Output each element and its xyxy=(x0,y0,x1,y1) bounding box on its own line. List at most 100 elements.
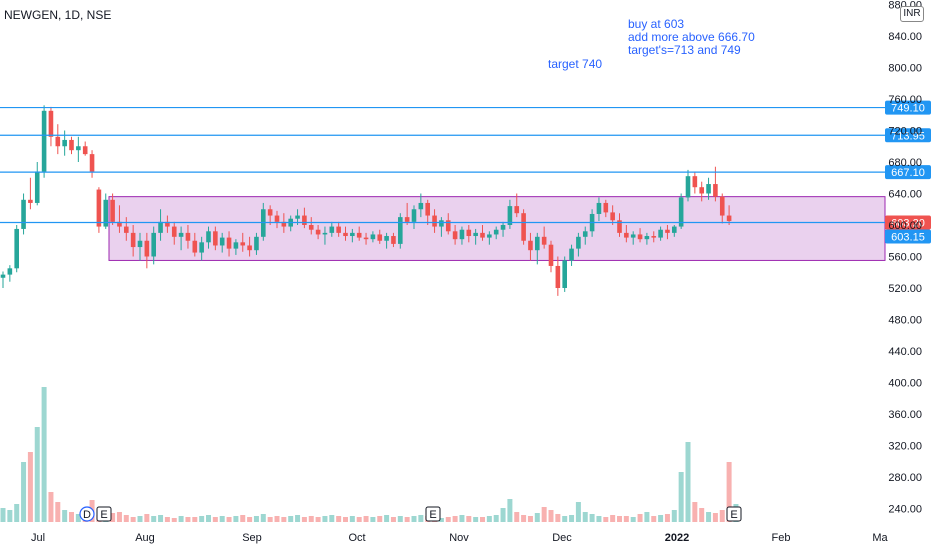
volume-bar xyxy=(48,492,54,522)
volume-bar xyxy=(452,516,458,522)
x-tick-label: Oct xyxy=(348,532,365,544)
candle-body xyxy=(308,225,314,230)
candle-body xyxy=(678,197,684,227)
volume-bar xyxy=(493,515,499,522)
volume-bar xyxy=(0,508,6,522)
event-marker[interactable]: E xyxy=(96,506,112,522)
volume-bar xyxy=(521,515,527,522)
candle-body xyxy=(624,232,629,238)
volume-bar xyxy=(281,517,287,522)
currency-badge[interactable]: INR xyxy=(900,6,924,22)
candle-body xyxy=(96,189,102,227)
x-tick-label: 2022 xyxy=(665,532,689,544)
candle-body xyxy=(685,176,691,198)
volume-bar xyxy=(356,517,362,522)
candle-body xyxy=(630,234,636,238)
volume-bar xyxy=(110,513,116,522)
candle-body xyxy=(302,215,307,225)
volume-bar xyxy=(514,512,520,522)
candle-body xyxy=(658,229,663,238)
note-add: add more above 666.70 xyxy=(628,30,755,44)
y-tick-label: 480.00 xyxy=(888,315,922,327)
candle-body xyxy=(89,154,95,172)
event-marker[interactable]: E xyxy=(425,506,441,522)
y-tick-label: 520.00 xyxy=(888,283,922,295)
earnings-marker xyxy=(425,506,441,522)
candle-body xyxy=(651,236,657,238)
volume-bar xyxy=(253,516,259,522)
consolidation-zone[interactable] xyxy=(108,196,886,261)
price-axis: 240.00 280.00 320.00 360.00 400.00 440.00 480.… xyxy=(888,0,922,516)
last-price-text: 603.20 xyxy=(891,217,925,229)
volume-bar xyxy=(658,515,664,522)
candle-body xyxy=(117,221,122,227)
candle-body xyxy=(363,237,369,240)
earnings-marker xyxy=(726,506,742,522)
level-tag-text: 667.10 xyxy=(891,167,925,179)
y-tick-label: 360.00 xyxy=(888,409,922,421)
volume-bar xyxy=(562,516,568,522)
volume-bar xyxy=(459,515,465,522)
volume-bar xyxy=(623,516,629,522)
volume-bar xyxy=(664,514,670,522)
dividend-marker xyxy=(79,506,95,522)
note-targets: target's=713 and 749 xyxy=(628,43,741,57)
volume-bar xyxy=(445,517,451,522)
note-target-740: target 740 xyxy=(548,57,603,71)
candle-body xyxy=(692,176,698,188)
volume-bar xyxy=(486,516,492,522)
candle-body xyxy=(603,202,609,213)
candle-body xyxy=(644,236,650,240)
candle-body xyxy=(418,202,424,210)
y-tick-label: 800.00 xyxy=(888,63,922,75)
volume-bar xyxy=(116,512,122,522)
volume-bar xyxy=(123,515,129,522)
y-tick-label: 840.00 xyxy=(888,31,922,43)
candle-body xyxy=(34,171,40,203)
volume-bar xyxy=(438,518,444,522)
event-marker[interactable]: E xyxy=(726,506,742,522)
candle-body xyxy=(267,209,273,216)
volume-bar xyxy=(349,516,355,522)
volume-bar xyxy=(596,516,602,522)
volume-bar xyxy=(651,516,657,522)
x-tick-label: Jul xyxy=(31,532,45,544)
x-tick-label: Ma xyxy=(872,532,888,544)
volume-bar xyxy=(151,516,157,522)
event-marker[interactable]: D xyxy=(79,506,95,522)
volume-bar xyxy=(55,502,61,522)
level-tag xyxy=(885,100,931,115)
candle-body xyxy=(699,187,704,194)
x-tick-label: Dec xyxy=(552,532,572,544)
candle-body xyxy=(178,232,184,237)
volume-bar xyxy=(219,516,225,522)
volume-bar xyxy=(692,502,698,522)
y-tick-label: 320.00 xyxy=(888,441,922,453)
volume-bar xyxy=(617,516,622,522)
y-tick-label: 720.00 xyxy=(888,126,922,138)
volume-bar xyxy=(500,508,506,522)
volume-bar xyxy=(582,512,588,522)
volume-bar xyxy=(178,516,184,522)
volume-bar xyxy=(247,517,253,522)
candle-body xyxy=(576,236,581,249)
y-tick-label: 400.00 xyxy=(888,378,922,390)
volume-bar xyxy=(295,515,301,522)
candle-body xyxy=(487,234,492,238)
volume-bar xyxy=(678,472,684,522)
volume-bar xyxy=(685,442,691,522)
candle-body xyxy=(226,237,232,249)
volume-bar xyxy=(719,510,725,522)
volume-bar xyxy=(637,514,643,522)
candle-body xyxy=(391,236,396,244)
volume-bar xyxy=(630,517,636,522)
candle-body xyxy=(322,232,328,235)
y-tick-label: 680.00 xyxy=(888,157,922,169)
volume-bar xyxy=(288,516,294,522)
event-label: E xyxy=(429,509,436,521)
volume-bar xyxy=(27,452,33,522)
volume-bar xyxy=(75,514,81,522)
volume-bar xyxy=(575,502,581,522)
volume-bar xyxy=(62,510,68,522)
